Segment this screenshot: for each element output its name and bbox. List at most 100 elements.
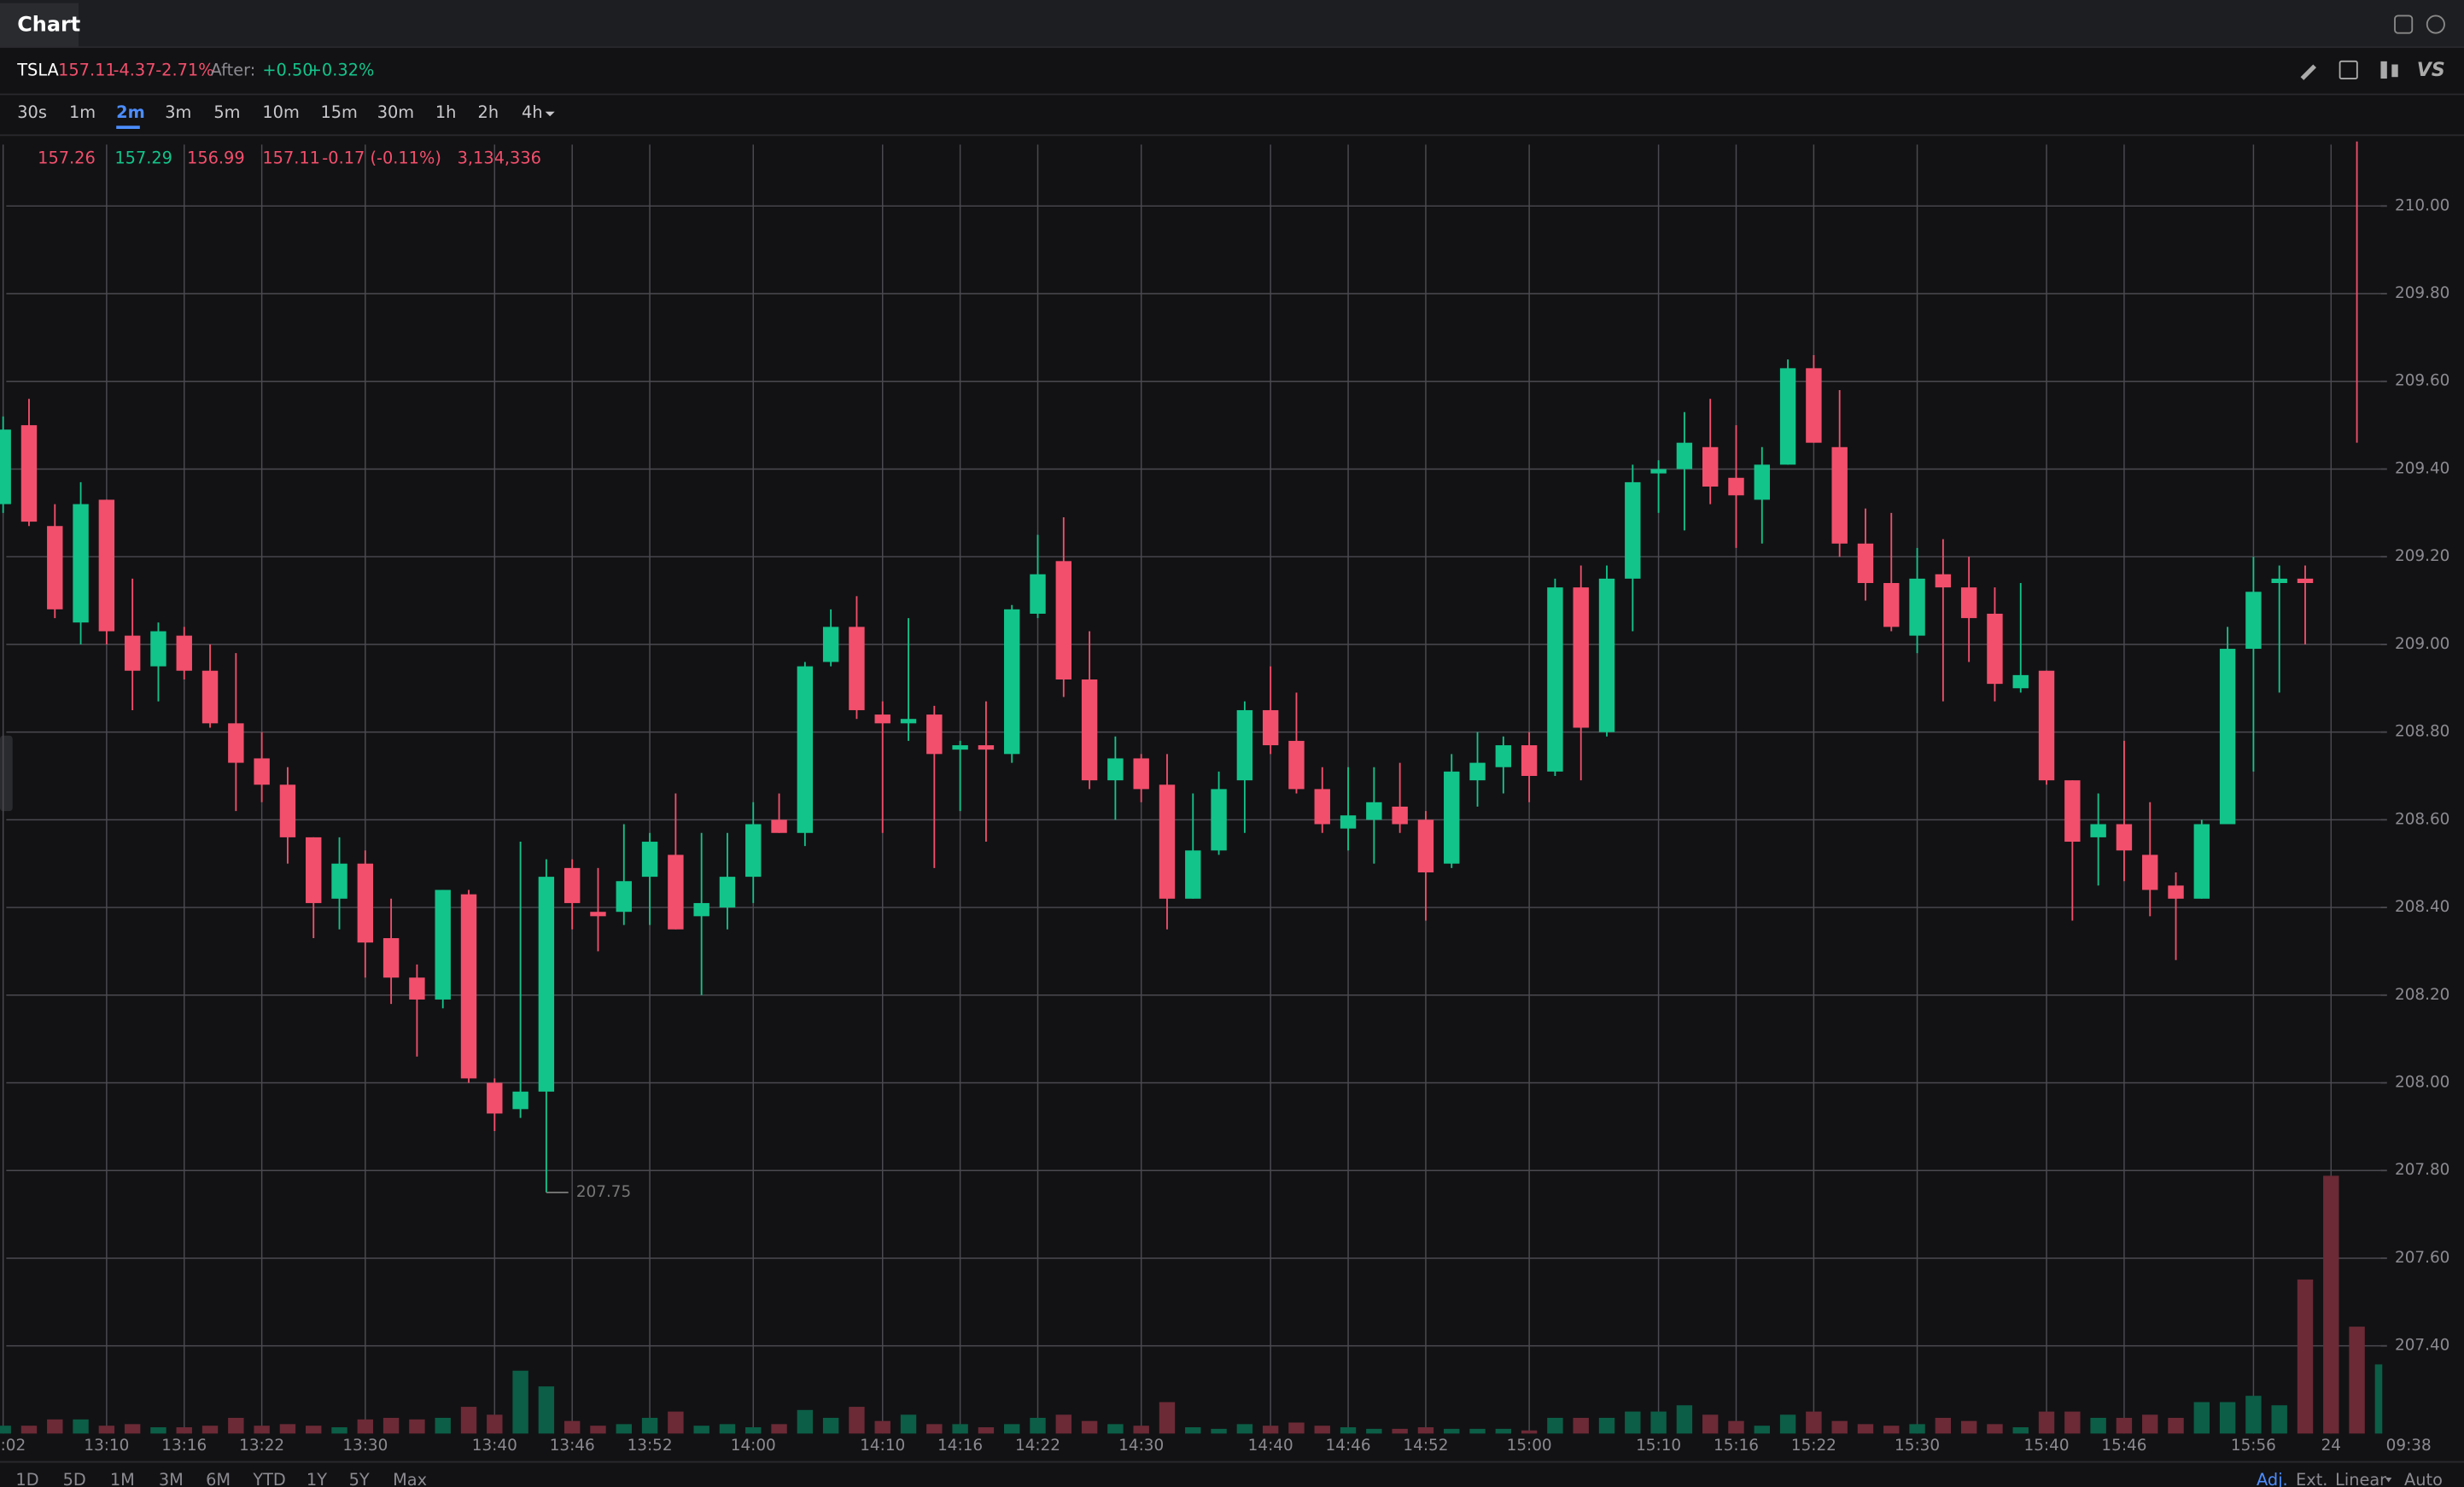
icon-candles[interactable] bbox=[2380, 61, 2387, 79]
candle-body bbox=[1055, 561, 1072, 680]
x-tick-label: 15:10 bbox=[1636, 1437, 1681, 1455]
compare[interactable]: VS bbox=[2417, 59, 2445, 81]
candle-body bbox=[512, 1091, 528, 1110]
candle-body bbox=[2193, 824, 2210, 899]
x-tick-label: 15:56 bbox=[2231, 1437, 2276, 1455]
candle-body bbox=[1004, 609, 1020, 755]
candle-body bbox=[822, 627, 839, 662]
timeframe[interactable]: 5m bbox=[213, 102, 240, 122]
range-button[interactable]: 1D bbox=[15, 1470, 38, 1487]
candle-body bbox=[1702, 446, 1719, 487]
icon-indicator[interactable] bbox=[2338, 60, 2358, 79]
candle-body bbox=[1030, 574, 1046, 614]
caret bbox=[545, 111, 555, 117]
candle-body bbox=[1159, 784, 1176, 899]
volume-bar bbox=[1055, 1414, 1072, 1434]
volume-bar bbox=[2323, 1175, 2339, 1434]
volume-bar bbox=[797, 1409, 814, 1434]
icon-popout[interactable] bbox=[2394, 15, 2414, 34]
x-tick-label: 13:30 bbox=[342, 1437, 388, 1455]
volume-bar bbox=[668, 1411, 684, 1434]
range-button[interactable]: 5D bbox=[63, 1470, 86, 1487]
ext[interactable]: Ext. bbox=[2296, 1470, 2327, 1487]
range-button[interactable]: YTD bbox=[252, 1470, 285, 1487]
y-tick-label: 209.00 bbox=[2395, 635, 2449, 653]
tab-title[interactable]: Chart bbox=[17, 12, 80, 36]
volume-bar bbox=[771, 1424, 787, 1434]
timeframe[interactable]: 2h bbox=[478, 102, 499, 122]
candle-body bbox=[124, 635, 141, 671]
timeframe[interactable]: 1h bbox=[435, 102, 457, 122]
candle-body bbox=[849, 627, 865, 710]
candle-body bbox=[73, 504, 89, 623]
volume-bar bbox=[849, 1407, 865, 1434]
candle-body bbox=[2116, 824, 2133, 851]
volume-bar bbox=[1392, 1428, 1408, 1434]
x-tick-label: 13:22 bbox=[239, 1437, 284, 1455]
candle-body bbox=[1521, 745, 1538, 776]
volume-bar bbox=[900, 1414, 917, 1434]
icon-close[interactable] bbox=[2426, 15, 2445, 34]
volume-bar bbox=[822, 1417, 839, 1434]
volume-bar bbox=[1236, 1424, 1253, 1434]
candle-body bbox=[2219, 649, 2236, 825]
icon-candles bbox=[2391, 64, 2398, 78]
candle-body bbox=[1288, 740, 1305, 790]
scale-mode[interactable]: Linear bbox=[2335, 1470, 2386, 1487]
range-button[interactable]: 1M bbox=[110, 1470, 135, 1487]
volume-bar bbox=[2090, 1417, 2106, 1434]
candle-body bbox=[616, 881, 632, 913]
tab[interactable] bbox=[0, 3, 79, 48]
candle-body bbox=[1107, 758, 1124, 781]
volume-bar bbox=[2219, 1402, 2236, 1434]
timeframe[interactable]: 15m bbox=[320, 102, 357, 122]
volume-bar bbox=[98, 1426, 115, 1434]
x-tick-label: 13:16 bbox=[161, 1437, 207, 1455]
timeframe[interactable]: 1m bbox=[69, 102, 96, 122]
volume-bar bbox=[2193, 1402, 2210, 1434]
y-tick-label: 210.00 bbox=[2395, 196, 2449, 214]
timeframe[interactable]: 30m bbox=[377, 102, 414, 122]
x-tick-label: 14:00 bbox=[731, 1437, 776, 1455]
volume-bar bbox=[616, 1424, 632, 1434]
timeframe[interactable]: 3m bbox=[165, 102, 191, 122]
y-tick-label: 208.00 bbox=[2395, 1074, 2449, 1092]
after-change-pct: +0.32% bbox=[308, 60, 375, 79]
range-button[interactable]: Max bbox=[393, 1470, 427, 1487]
volume-bar bbox=[2116, 1417, 2133, 1434]
timeframe[interactable]: 4h bbox=[522, 102, 543, 122]
volume-bar bbox=[176, 1427, 192, 1434]
candle-body bbox=[409, 977, 425, 1000]
y-tick-label: 207.80 bbox=[2395, 1161, 2449, 1179]
y-tick-label: 209.80 bbox=[2395, 284, 2449, 302]
timeframe[interactable]: 30s bbox=[17, 102, 47, 122]
volume-bar bbox=[590, 1426, 606, 1434]
side-handle[interactable] bbox=[0, 735, 13, 812]
timeframe[interactable]: 2m bbox=[116, 102, 145, 122]
adj[interactable]: Adj. bbox=[2257, 1470, 2288, 1487]
range-button[interactable]: 6M bbox=[206, 1470, 231, 1487]
candle-body bbox=[1133, 758, 1149, 790]
volume-bar bbox=[150, 1427, 166, 1434]
timeframe[interactable]: 10m bbox=[262, 102, 299, 122]
auto[interactable]: Auto bbox=[2404, 1470, 2443, 1487]
x-tick-label: 14:40 bbox=[1248, 1437, 1293, 1455]
plot bbox=[0, 141, 2383, 1434]
volume-bar bbox=[1960, 1420, 1977, 1434]
y-tick-label: 208.20 bbox=[2395, 986, 2449, 1004]
candle-body bbox=[331, 863, 347, 899]
volume-bar bbox=[2168, 1417, 2184, 1434]
candle-body bbox=[590, 912, 606, 917]
volume-bar bbox=[1444, 1428, 1460, 1434]
icon-draw[interactable] bbox=[2300, 64, 2316, 80]
x-tick-label: 14:30 bbox=[1118, 1437, 1164, 1455]
volume-bar bbox=[1340, 1427, 1357, 1434]
range-button[interactable]: 5Y bbox=[349, 1470, 370, 1487]
range-button[interactable]: 3M bbox=[159, 1470, 184, 1487]
range-button[interactable]: 1Y bbox=[307, 1470, 327, 1487]
x-tick-label: 13:02 bbox=[0, 1437, 26, 1455]
x-tick-label: 15:46 bbox=[2101, 1437, 2146, 1455]
candle-body bbox=[1676, 442, 1693, 469]
candle-body bbox=[1262, 709, 1279, 746]
candle-body bbox=[2168, 885, 2184, 899]
